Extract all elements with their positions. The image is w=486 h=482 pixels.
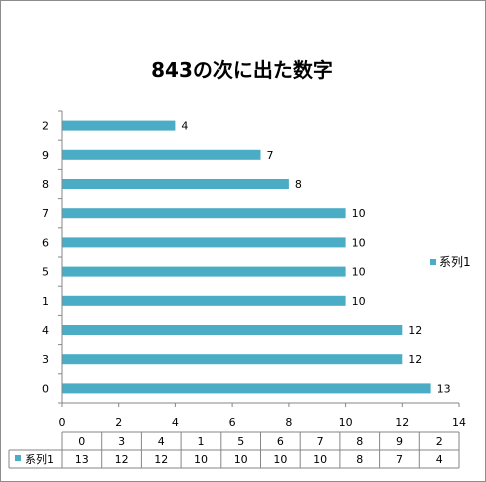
bar-6 [62, 237, 346, 248]
y-tick-label-5: 5 [42, 266, 49, 279]
bar-9 [62, 149, 261, 160]
y-tick-label-6: 6 [42, 236, 49, 249]
legend-label: 系列1 [439, 255, 471, 269]
table-series-label: 系列1 [25, 452, 54, 466]
data-label-2: 4 [181, 120, 188, 133]
data-label-0: 13 [437, 382, 451, 395]
y-tick-label-7: 7 [42, 207, 49, 220]
bar-0 [62, 383, 431, 394]
x-tick-label-10: 10 [339, 416, 353, 429]
y-tick-label-0: 0 [42, 382, 49, 395]
x-tick-label-0: 0 [59, 416, 66, 429]
table-value-3: 12 [115, 453, 129, 466]
table-header-8: 8 [356, 435, 363, 448]
table-header-9: 9 [396, 435, 403, 448]
table-header-5: 5 [237, 435, 244, 448]
table-value-2: 4 [436, 453, 443, 466]
table-header-7: 7 [317, 435, 324, 448]
data-label-5: 10 [352, 266, 366, 279]
data-label-9: 7 [267, 149, 274, 162]
table-legend-key [15, 455, 21, 461]
y-tick-label-4: 4 [42, 324, 49, 337]
table-header-0: 0 [78, 435, 85, 448]
bar-5 [62, 266, 346, 277]
bar-3 [62, 354, 403, 365]
table-header-6: 6 [277, 435, 284, 448]
table-value-9: 7 [396, 453, 403, 466]
y-tick-label-1: 1 [42, 295, 49, 308]
chart-title: 843の次に出た数字 [151, 58, 333, 82]
y-tick-label-2: 2 [42, 120, 49, 133]
bar-4 [62, 325, 403, 335]
table-value-8: 8 [356, 453, 363, 466]
table-value-6: 10 [273, 453, 287, 466]
x-tick-label-2: 2 [115, 416, 122, 429]
data-label-6: 10 [352, 236, 366, 249]
data-label-1: 10 [352, 295, 366, 308]
bar-8 [62, 179, 289, 189]
bar-7 [62, 208, 346, 219]
y-tick-label-3: 3 [42, 353, 49, 366]
data-label-4: 12 [408, 324, 422, 337]
x-tick-label-4: 4 [172, 416, 179, 429]
data-label-7: 10 [352, 207, 366, 220]
x-tick-label-6: 6 [229, 416, 236, 429]
table-value-0: 13 [75, 453, 89, 466]
table-header-4: 4 [158, 435, 165, 448]
table-header-3: 3 [118, 435, 125, 448]
table-value-7: 10 [313, 453, 327, 466]
y-tick-label-9: 9 [42, 149, 49, 162]
table-value-5: 10 [234, 453, 248, 466]
y-tick-label-8: 8 [42, 178, 49, 191]
x-tick-label-14: 14 [452, 416, 466, 429]
bar-1 [62, 295, 346, 306]
x-tick-label-12: 12 [395, 416, 409, 429]
table-value-1: 10 [194, 453, 208, 466]
data-label-8: 8 [295, 178, 302, 191]
bar-2 [62, 120, 176, 131]
table-value-4: 12 [154, 453, 168, 466]
legend-swatch [430, 259, 436, 265]
table-header-2: 2 [436, 435, 443, 448]
table-header-1: 1 [198, 435, 205, 448]
x-tick-label-8: 8 [285, 416, 292, 429]
data-label-3: 12 [408, 353, 422, 366]
